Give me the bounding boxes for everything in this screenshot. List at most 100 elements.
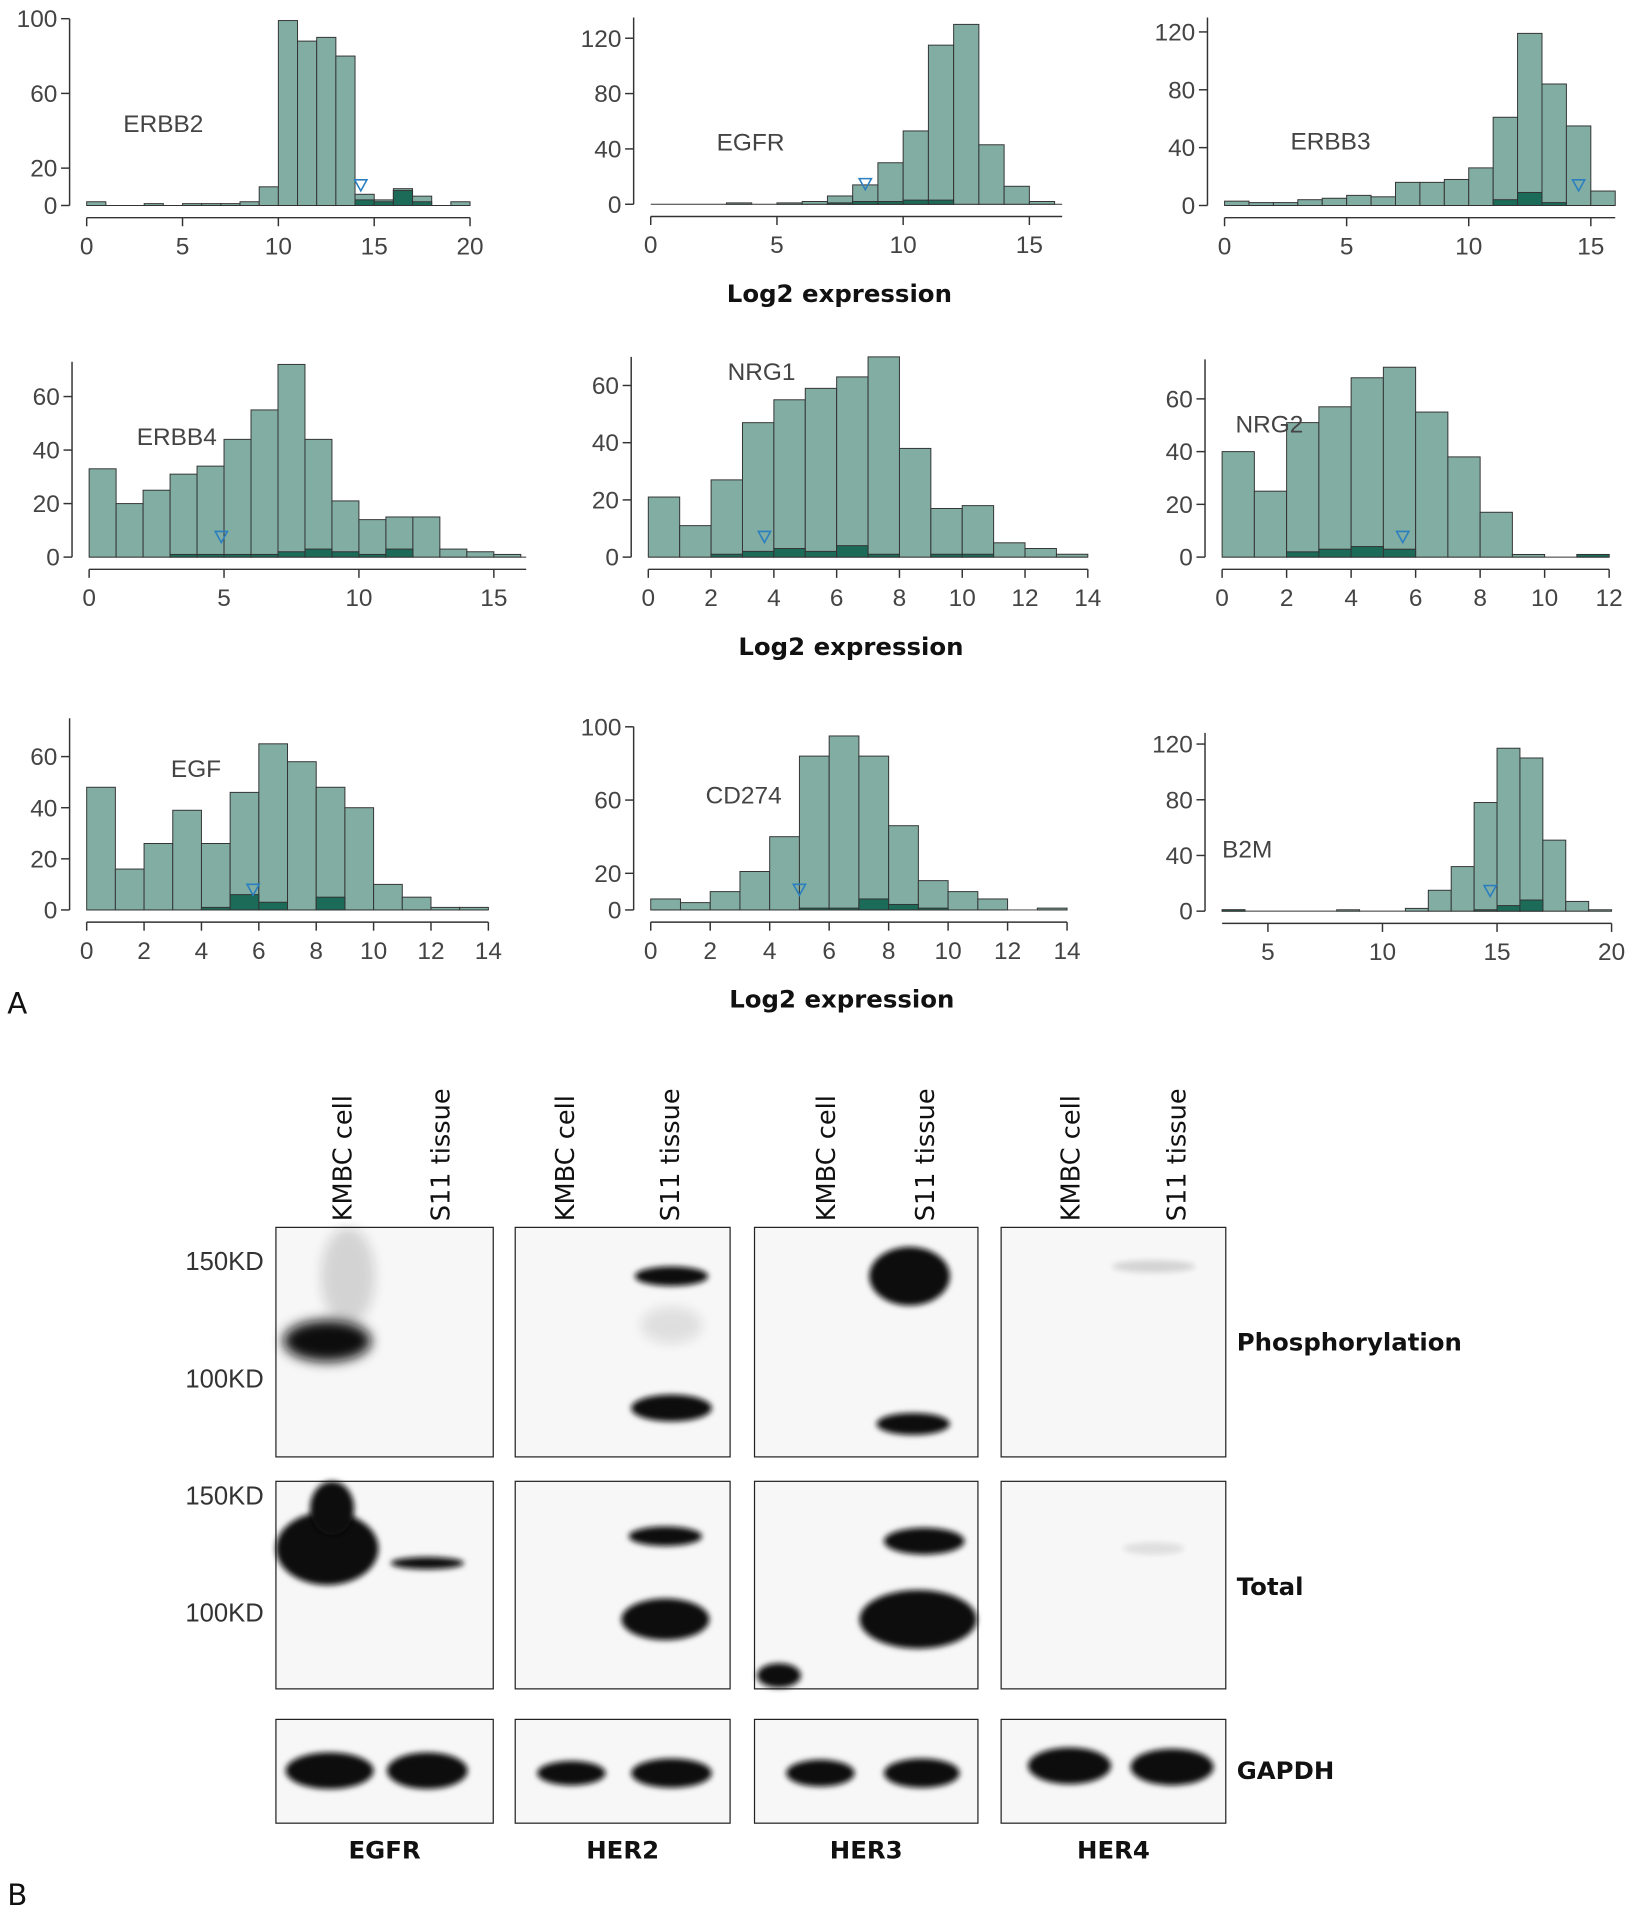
highlight-bar — [277, 551, 306, 558]
bar — [1443, 178, 1470, 206]
bar — [200, 843, 231, 911]
band — [537, 1760, 606, 1786]
x-tick-label: 2 — [1280, 585, 1294, 612]
x-tick-label: 15 — [1483, 939, 1510, 966]
bar — [277, 363, 306, 558]
bar — [741, 422, 775, 558]
x-tick-label: 14 — [1053, 938, 1080, 965]
bar — [86, 786, 116, 911]
highlight-bar — [250, 553, 279, 558]
band — [628, 1526, 703, 1547]
bar — [1382, 366, 1417, 558]
highlight-bar — [392, 190, 414, 206]
bar — [143, 843, 174, 911]
band — [390, 1557, 464, 1570]
highlight-bar — [773, 548, 806, 558]
highlight-bar — [877, 201, 904, 205]
highlight-bar — [836, 545, 869, 558]
y-tick-label: 40 — [30, 795, 57, 822]
highlight-bar — [852, 201, 879, 205]
y-tick-label: 60 — [592, 373, 619, 400]
band — [634, 1266, 709, 1286]
bar — [1272, 202, 1299, 206]
x-tick-label: 4 — [1344, 585, 1358, 612]
bar — [287, 761, 317, 911]
y-tick-label: 60 — [1166, 386, 1193, 413]
highlight-bar — [304, 548, 333, 558]
bar — [961, 505, 995, 558]
marker-triangle — [857, 177, 873, 192]
bar — [1427, 889, 1452, 912]
gene-label: EGFR — [717, 130, 785, 157]
bar — [773, 399, 806, 558]
x-tick-label: 12 — [1011, 585, 1038, 612]
band — [876, 1412, 950, 1435]
x-tick-label: 8 — [1473, 585, 1487, 612]
highlight-bar — [826, 202, 854, 205]
lane-label: S11 tissue — [1162, 1088, 1192, 1221]
x-tick-label: 0 — [644, 938, 658, 965]
bar — [401, 896, 432, 911]
bar — [493, 553, 522, 558]
gene-label: CD274 — [706, 783, 782, 810]
row-label: Total — [1237, 1572, 1304, 1601]
highlight-bar — [373, 201, 394, 206]
bar — [769, 836, 800, 911]
highlight-bar — [927, 199, 955, 205]
band — [1112, 1260, 1196, 1273]
bar — [1394, 181, 1421, 206]
y-tick-label: 120 — [1155, 19, 1196, 46]
x-tick-label: 2 — [704, 585, 718, 612]
bar — [315, 786, 346, 911]
x-tick-label: 12 — [417, 938, 444, 965]
x-tick-label: 6 — [822, 938, 836, 965]
bar — [898, 447, 932, 558]
marker-triangle — [213, 530, 229, 545]
band — [1123, 1542, 1185, 1555]
x-tick-label: 0 — [80, 938, 94, 965]
bar — [978, 144, 1005, 205]
bar — [1519, 757, 1544, 912]
bar — [1517, 32, 1543, 206]
highlight-bar — [902, 199, 929, 205]
blot-frame — [1000, 1480, 1227, 1690]
marker-triangle — [1395, 530, 1411, 545]
y-tick-label: 0 — [1179, 545, 1193, 572]
bar — [220, 203, 241, 206]
x-tick-label: 15 — [1016, 232, 1043, 259]
band — [1130, 1748, 1214, 1786]
y-tick-label: 40 — [33, 438, 60, 465]
band — [1027, 1747, 1112, 1785]
bar — [858, 755, 890, 911]
highlight-bar — [741, 550, 775, 558]
lane-label: KMBC cell — [329, 1095, 359, 1221]
bar — [430, 906, 461, 911]
bar — [172, 809, 202, 911]
bar — [776, 202, 803, 205]
row-label: Phosphorylation — [1237, 1328, 1462, 1357]
bar — [739, 870, 771, 911]
band — [285, 1752, 374, 1789]
x-tick-label: 4 — [195, 938, 209, 965]
y-tick-label: 20 — [30, 846, 57, 873]
highlight-bar — [315, 896, 346, 911]
band — [756, 1663, 801, 1688]
bar — [1492, 116, 1519, 206]
bar — [1541, 83, 1567, 206]
bar — [709, 891, 741, 911]
band — [859, 1589, 977, 1649]
highlight-bar — [1496, 905, 1521, 912]
x-tick-label: 2 — [703, 938, 717, 965]
highlight-bar — [1473, 909, 1498, 912]
y-tick-label: 40 — [1166, 439, 1193, 466]
bar — [877, 162, 904, 205]
histogram: 0 20 40 60 0 2 4 6 8 10 12 NRG2 — [1166, 359, 1623, 612]
gene-label: B2M — [1222, 836, 1272, 863]
bar — [1419, 181, 1445, 206]
histogram: 0 20 40 60 0 2 4 6 8 10 12 14 NRG1 Log2 expression — [592, 356, 1101, 661]
bar — [1286, 422, 1320, 558]
highlight-bar — [930, 553, 963, 558]
bar — [1253, 490, 1288, 558]
histogram: 0 20 40 60 0 2 4 6 8 10 12 14 EGF — [30, 718, 502, 965]
